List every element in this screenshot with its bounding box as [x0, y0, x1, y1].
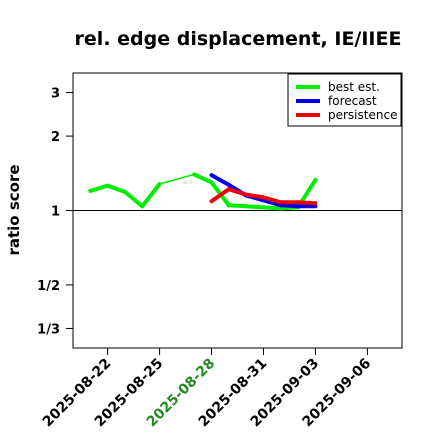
series-line-segment [261, 195, 283, 205]
series-line-segment [140, 182, 162, 209]
series-line-segment [261, 198, 283, 208]
series-line-segment [226, 203, 249, 209]
series-line-segment [278, 203, 301, 209]
y-axis-label: ratio score [5, 164, 23, 255]
legend-label: forecast [328, 94, 377, 108]
y-axis: 1/3 1/2 1 2 3 [37, 87, 73, 337]
y-tick-label: 1/3 [37, 322, 60, 337]
series-line-segment [192, 172, 214, 185]
series-line-segment [88, 183, 110, 193]
y-tick-label: 1/2 [37, 279, 60, 294]
series-line-segment [226, 187, 249, 197]
series-group [88, 172, 318, 211]
chart-title: rel. edge displacement, IE/IIEE [75, 28, 402, 50]
series-line-segment [261, 205, 283, 211]
series-line-segment [158, 173, 195, 185]
series-line-segment [244, 192, 266, 200]
series-line-segment [209, 187, 231, 204]
y-tick-label: 1 [51, 205, 60, 220]
series-line-segment [296, 200, 318, 206]
series-persistence [209, 187, 318, 206]
series-line-segment [244, 204, 266, 210]
y-tick-label: 3 [51, 87, 60, 102]
series-line-segment [122, 189, 145, 209]
series-line-segment [105, 183, 127, 194]
series-line-segment [209, 173, 231, 187]
y-tick-label: 2 [51, 130, 60, 145]
legend-label: best est. [328, 80, 380, 94]
legend-label: persistence [328, 108, 397, 122]
x-axis: 2025-08-222025-08-252025-08-282025-08-31… [40, 348, 374, 430]
